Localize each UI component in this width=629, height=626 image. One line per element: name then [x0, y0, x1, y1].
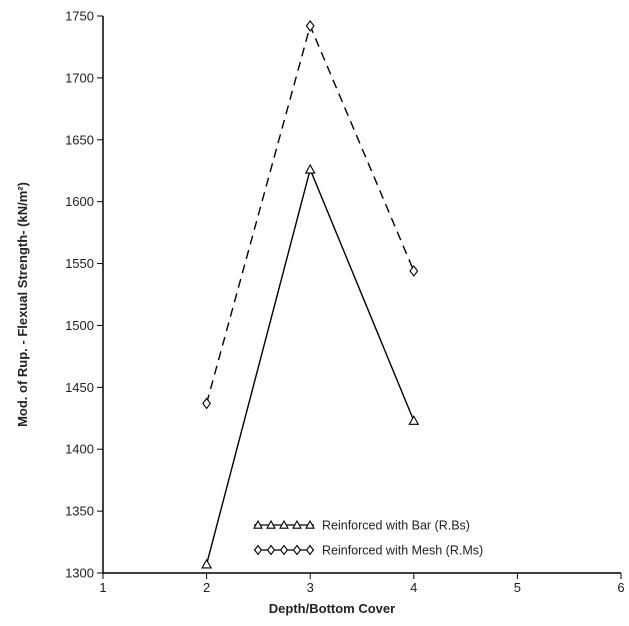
legend-marker-bar: [292, 519, 302, 529]
y-tick-label: 1700: [65, 70, 94, 85]
y-tick-label: 1600: [65, 194, 94, 209]
y-tick-label: 1550: [65, 256, 94, 271]
x-tick-label: 6: [617, 580, 624, 595]
legend-marker-mesh: [253, 544, 263, 556]
legend-marker-mesh: [292, 544, 302, 556]
legend-marker-bar: [253, 519, 263, 529]
y-tick-label: 1750: [65, 9, 94, 24]
legend-label-1: Reinforced with Bar (R.Bs): [322, 519, 470, 533]
data-point-mesh: [409, 265, 419, 277]
series-line-1: [205, 167, 415, 565]
x-tick-label: 3: [307, 580, 314, 595]
legend-marker-mesh: [266, 544, 276, 556]
data-point-mesh: [305, 19, 315, 32]
y-tick-label: 1450: [65, 380, 94, 395]
x-axis-title: Depth/Bottom Cover: [269, 601, 395, 616]
x-tick-label: 2: [203, 580, 210, 595]
data-point-bar: [201, 558, 213, 569]
data-point-bar: [408, 415, 420, 425]
y-tick-label: 1350: [65, 504, 94, 519]
legend-marker-bar: [279, 519, 289, 529]
y-tick-label: 1650: [65, 132, 94, 147]
legend-marker-mesh: [305, 544, 315, 556]
legend-marker-mesh: [279, 544, 289, 556]
x-tick-label: 4: [410, 580, 417, 595]
legend-marker-bar: [305, 519, 315, 529]
legend-marker-bar: [266, 519, 276, 529]
data-point-mesh: [202, 397, 212, 410]
y-axis-title: Mod. of Rup. - Flexual Strength- (kN/m²): [15, 182, 30, 427]
y-tick-label: 1400: [65, 442, 94, 457]
data-point-bar: [304, 163, 316, 174]
legend-label-2: Reinforced with Mesh (R.Ms): [322, 544, 483, 558]
x-tick-label: 1: [99, 580, 106, 595]
x-tick-label: 5: [514, 580, 521, 595]
y-tick-label: 1500: [65, 318, 94, 333]
y-tick-label: 1300: [65, 566, 94, 581]
